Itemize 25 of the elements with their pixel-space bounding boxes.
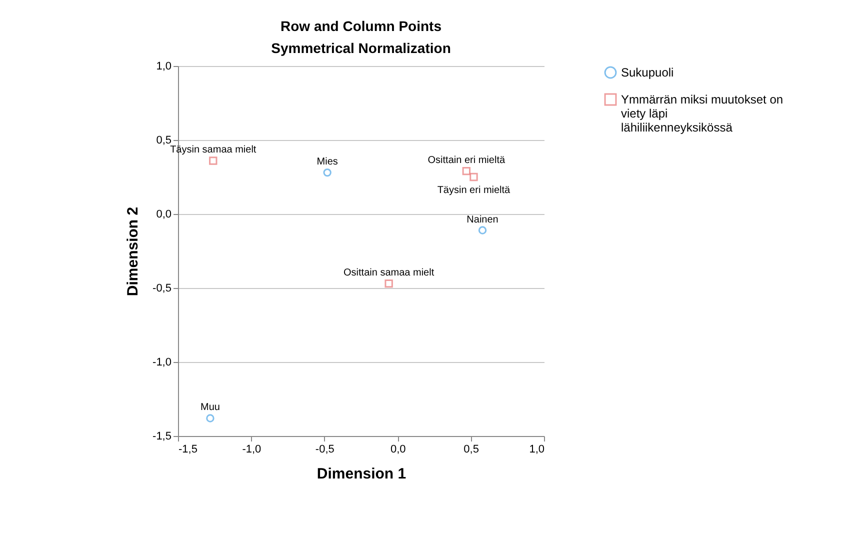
y-tick-label: 0,5 [156,134,172,146]
data-label: Osittain samaa mielt [344,268,434,279]
data-label: Nainen [466,214,498,226]
x-tick-label: 0,5 [464,444,479,456]
x-tick-label: -0,5 [315,444,334,456]
data-label: Täysin samaa mielt [170,144,256,156]
legend-label: Sukupuoli [621,66,674,80]
x-tick-label: -1,0 [242,444,262,456]
chart-title: Row and Column Points [280,18,442,34]
chart-subtitle: Symmetrical Normalization [271,40,451,56]
x-axis-title: Dimension 1 [316,466,406,482]
y-axis-title: Dimension 2 [124,206,142,296]
legend-label: Ymmärrän miksi muutokset on viety läpi lähiliikenneyksikössä [621,92,784,134]
data-label: Mies [316,156,338,168]
x-tick-label: -1,5 [178,444,198,456]
y-tick-label: -1,5 [152,430,172,442]
y-tick-label: 1,0 [156,60,172,72]
x-tick-label: 1,0 [529,444,544,456]
data-label: Muu [200,402,220,414]
y-tick-label: -0,5 [152,282,172,294]
data-label: Täysin eri mieltä [437,185,511,196]
y-tick-label: 0,0 [156,208,172,220]
x-tick-label: 0,0 [390,444,406,456]
data-label: Osittain eri mieltä [428,155,506,166]
y-tick-label: -1,0 [152,356,172,368]
